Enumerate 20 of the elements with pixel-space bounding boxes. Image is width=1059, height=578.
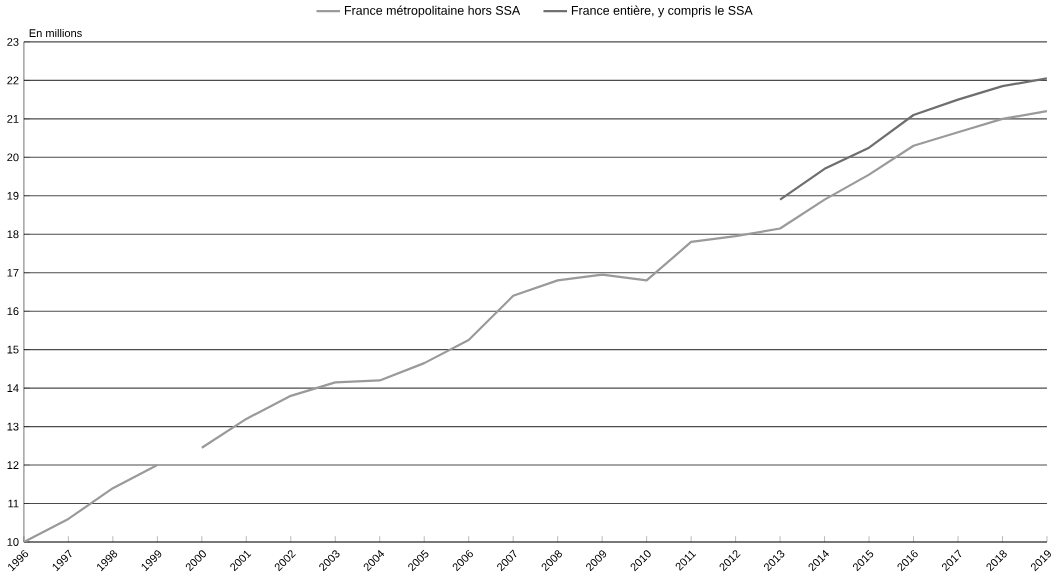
y-tick-label: 15 xyxy=(7,345,19,354)
y-axis-title: En millions xyxy=(29,28,82,37)
y-tick-label: 16 xyxy=(7,307,19,315)
y-tick-label: 11 xyxy=(8,499,19,508)
y-tick-label: 23 xyxy=(7,37,19,46)
y-tick-label: 18 xyxy=(7,230,19,238)
y-tick-label: 10 xyxy=(7,537,19,546)
legend-label: France métropolitaine hors SSA xyxy=(344,5,521,18)
legend-label: France entière, y compris le SSA xyxy=(571,5,753,18)
y-tick-label: 12 xyxy=(7,461,19,469)
y-tick-label: 19 xyxy=(7,191,19,200)
y-tick-label: 20 xyxy=(7,153,19,162)
y-tick-label: 17 xyxy=(7,268,19,277)
y-tick-label: 22 xyxy=(7,76,19,85)
y-tick-label: 13 xyxy=(7,422,19,431)
y-tick-label: 14 xyxy=(7,384,19,392)
line-series xyxy=(778,77,1047,201)
y-tick-label: 21 xyxy=(7,114,19,123)
line-series xyxy=(23,463,159,542)
line-series xyxy=(200,109,1047,449)
